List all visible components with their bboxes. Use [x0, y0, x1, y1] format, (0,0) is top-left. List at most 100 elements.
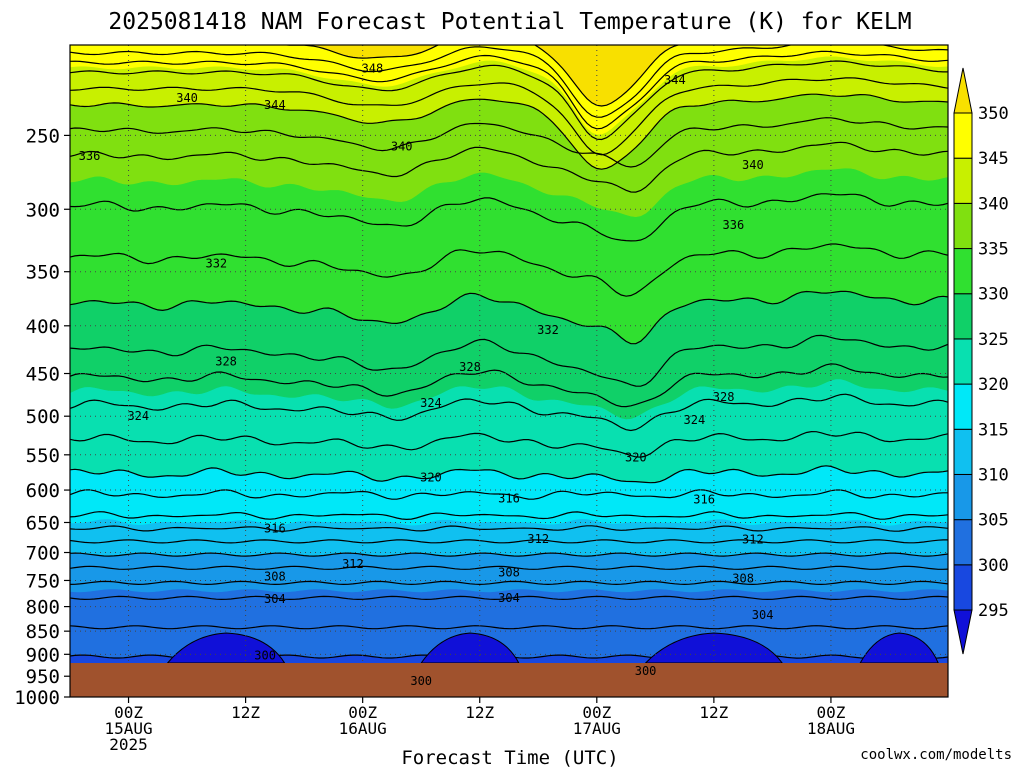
- contour-line: [70, 430, 948, 458]
- x-tick-label: 15AUG: [104, 719, 152, 738]
- contour-label: 312: [742, 533, 764, 547]
- y-tick-label: 850: [26, 621, 60, 643]
- contour-line: [70, 60, 948, 141]
- colorbar-label: 310: [978, 465, 1009, 485]
- colorbar-swatch: [953, 293, 973, 340]
- chart-title: 2025081418 NAM Forecast Potential Temper…: [108, 9, 911, 35]
- contour-label: 308: [732, 571, 754, 585]
- plot-frame: [69, 44, 949, 698]
- colorbar-swatch: [953, 473, 973, 521]
- y-tick-label: 400: [26, 316, 60, 338]
- contour-line: [70, 290, 948, 345]
- contour-line: [70, 363, 948, 408]
- contour-label: 316: [264, 522, 286, 536]
- x-tick-label: 00Z: [582, 703, 611, 722]
- contour-line: [70, 334, 948, 387]
- cold-pocket: [644, 632, 784, 664]
- x-tick-label: 00Z: [348, 703, 377, 722]
- contour-line: [70, 50, 948, 130]
- contour-label: 312: [527, 532, 549, 546]
- colorbar-label: 305: [978, 511, 1009, 531]
- contour-label: 340: [176, 91, 198, 105]
- colorbar-label: 315: [978, 420, 1009, 440]
- colorbar-label: 335: [978, 240, 1009, 260]
- colorbar-swatch: [953, 519, 973, 566]
- contour-line: [70, 243, 948, 297]
- x-tick-label: 17AUG: [573, 719, 621, 738]
- contour-line: [70, 45, 948, 118]
- x-tick-label: 2025: [109, 735, 148, 754]
- contour-line: [70, 393, 948, 432]
- contour-line: [70, 552, 948, 557]
- credit-text: coolwx.com/modelts: [860, 747, 1012, 763]
- colorbar-swatch: [953, 338, 973, 385]
- y-tick-label: 500: [26, 406, 60, 428]
- contour-label: 328: [713, 390, 735, 404]
- colorbar-swatch: [953, 112, 973, 159]
- contour-label: 332: [537, 323, 559, 337]
- x-tick-label: 00Z: [816, 703, 845, 722]
- contour-label: 300: [635, 664, 657, 678]
- temperature-band: [70, 378, 948, 484]
- contour-line: [70, 525, 948, 532]
- contour-label: 344: [264, 98, 286, 112]
- x-tick-label: 12Z: [231, 703, 260, 722]
- ground-surface: [70, 663, 948, 697]
- contour-label: 328: [459, 360, 481, 374]
- contour-lines: [70, 45, 948, 664]
- colorbar-label: 345: [978, 149, 1009, 169]
- contour-label: 340: [742, 158, 764, 172]
- y-tick-label: 300: [26, 199, 60, 221]
- contour-label: 320: [420, 471, 442, 485]
- y-tick-label: 350: [26, 262, 60, 284]
- plot-area: 348 344 344 340 340 340 336 336 332 332 328 328 328 3…: [70, 45, 948, 697]
- temperature-band: [70, 518, 948, 557]
- grid-lines: [70, 45, 948, 697]
- contour-label: 324: [127, 409, 149, 423]
- contour-label: 320: [625, 451, 647, 465]
- colorbar-label: 330: [978, 285, 1009, 305]
- contour-label: 316: [498, 492, 520, 506]
- pressure-axis: 2503003504004505005506006507007508008509…: [14, 125, 70, 709]
- y-tick-label: 800: [26, 597, 60, 619]
- colorbar-label: 340: [978, 194, 1009, 214]
- x-tick-label: 00Z: [114, 703, 143, 722]
- y-tick-label: 250: [26, 125, 60, 147]
- x-axis-label: Forecast Time (UTC): [401, 747, 618, 768]
- contour-label: 332: [205, 257, 227, 271]
- contour-line: [70, 77, 948, 156]
- contour-line: [70, 193, 948, 242]
- y-tick-label: 1000: [14, 687, 60, 709]
- contour-label: 328: [215, 355, 237, 369]
- contour-line: [70, 511, 948, 521]
- contour-label: 324: [684, 413, 706, 427]
- colorbar-swatch: [953, 383, 973, 430]
- contour-line: [70, 539, 948, 544]
- y-tick-label: 950: [26, 666, 60, 688]
- contour-line: [70, 625, 948, 630]
- contour-label: 336: [79, 149, 101, 163]
- cold-pocket: [859, 632, 939, 664]
- colorbar-label: 300: [978, 556, 1009, 576]
- contour-label: 336: [723, 218, 745, 232]
- y-tick-label: 700: [26, 543, 60, 565]
- contour-line: [70, 93, 948, 170]
- contour-label: 348: [362, 62, 384, 76]
- x-tick-label: 12Z: [699, 703, 728, 722]
- y-tick-label: 650: [26, 512, 60, 534]
- colorbar-swatch: [953, 157, 973, 204]
- contour-line: [70, 580, 948, 586]
- colorbar-label: 320: [978, 375, 1009, 395]
- contour-label: 300: [254, 649, 276, 663]
- x-tick-label: 18AUG: [807, 719, 855, 738]
- colorbar: 295 300 305 310 315 320 325 330 335 340 345 350: [953, 67, 1009, 655]
- contour-label: 304: [498, 591, 520, 605]
- contour-line: [70, 141, 948, 193]
- colorbar-max-arrow: [953, 67, 973, 114]
- contour-label: 344: [664, 73, 686, 87]
- contour-label: 304: [752, 608, 774, 622]
- y-tick-label: 900: [26, 644, 60, 666]
- y-tick-label: 750: [26, 570, 60, 592]
